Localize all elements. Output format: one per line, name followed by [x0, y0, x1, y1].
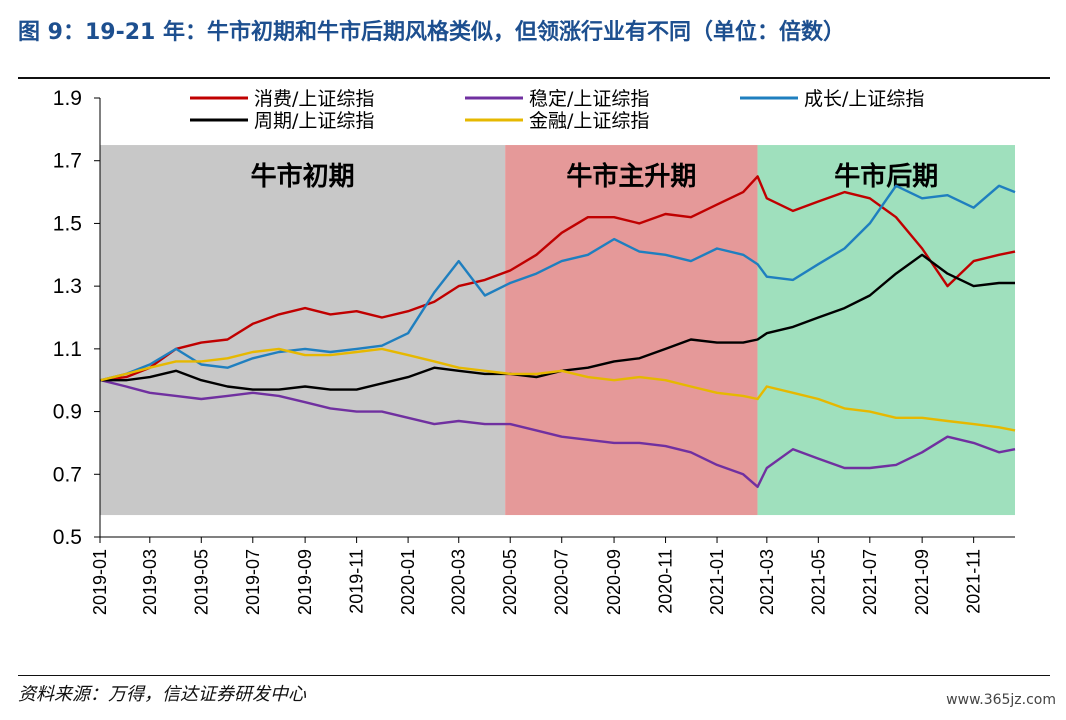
y-tick-label-0: 0.5: [53, 526, 82, 549]
chart-title: 图 9：19-21 年：牛市初期和牛市后期风格类似，但领涨行业有不同（单位：倍数…: [18, 20, 845, 45]
x-tick-label-5: 2019-11: [347, 549, 367, 614]
legend-label-1: 稳定/上证综指: [529, 88, 649, 110]
series-line-0: [100, 175, 1016, 382]
y-tick-label-4: 1.3: [53, 275, 82, 298]
x-tick-label-15: 2021-07: [860, 549, 880, 615]
x-tick-label-14: 2021-05: [808, 549, 828, 615]
x-tick-label-11: 2020-11: [656, 549, 676, 614]
y-tick-label-3: 1.1: [53, 338, 82, 361]
phase-label-0: 牛市初期: [251, 161, 355, 192]
series-line-4: [100, 347, 1016, 432]
x-tick-label-17: 2021-11: [964, 549, 984, 614]
x-tick-label-7: 2020-03: [449, 549, 469, 615]
x-tick-label-6: 2020-01: [398, 549, 418, 615]
x-tick-label-3: 2019-07: [243, 549, 263, 615]
phase-band-0: [100, 145, 506, 516]
x-tick-label-10: 2020-09: [604, 549, 624, 615]
line-chart: 牛市初期 牛市主升期 牛市后期 0.5 0.7 0.9 1.1 1.3 1.5 1.7 1.9 20…: [53, 87, 1016, 615]
x-tick-label-8: 2020-05: [500, 549, 520, 615]
watermark: www.365jz.com: [946, 692, 1056, 708]
y-tick-label-5: 1.5: [53, 212, 82, 235]
x-tick-label-0: 2019-01: [90, 549, 110, 615]
legend-label-0: 消费/上证综指: [254, 88, 374, 110]
bottom-rule: [18, 675, 1050, 676]
y-tick-label-7: 1.9: [53, 87, 82, 110]
phase-backgrounds: 牛市初期 牛市主升期 牛市后期: [100, 145, 1015, 516]
legend-label-2: 成长/上证综指: [804, 88, 924, 110]
x-tick-label-2: 2019-05: [191, 549, 211, 615]
y-tick-label-6: 1.7: [53, 150, 82, 173]
y-tick-label-1: 0.7: [53, 463, 82, 486]
y-tick-label-2: 0.9: [53, 401, 82, 424]
x-tick-label-9: 2020-07: [552, 549, 572, 615]
x-tick-label-1: 2019-03: [140, 549, 160, 615]
series-line-3: [100, 253, 1015, 391]
axes: 0.5 0.7 0.9 1.1 1.3 1.5 1.7 1.9 2019-01 2019-03 20…: [53, 87, 1015, 615]
x-tick-label-13: 2021-03: [757, 549, 777, 615]
top-rule: [18, 77, 1050, 79]
source-note: 资料来源：万得，信达证券研发中心: [18, 684, 306, 705]
phase-label-1: 牛市主升期: [566, 161, 696, 192]
series-line-2: [100, 184, 1016, 382]
phase-label-2: 牛市后期: [834, 161, 938, 192]
x-tick-label-4: 2019-09: [295, 549, 315, 615]
legend-label-4: 金融/上证综指: [529, 110, 649, 132]
phase-band-1: [505, 145, 758, 516]
x-tick-label-12: 2021-01: [707, 549, 727, 615]
x-tick-label-16: 2021-09: [912, 549, 932, 615]
legend-label-3: 周期/上证综指: [254, 110, 374, 132]
series-lines: [100, 175, 1016, 488]
series-line-1: [100, 379, 1016, 488]
